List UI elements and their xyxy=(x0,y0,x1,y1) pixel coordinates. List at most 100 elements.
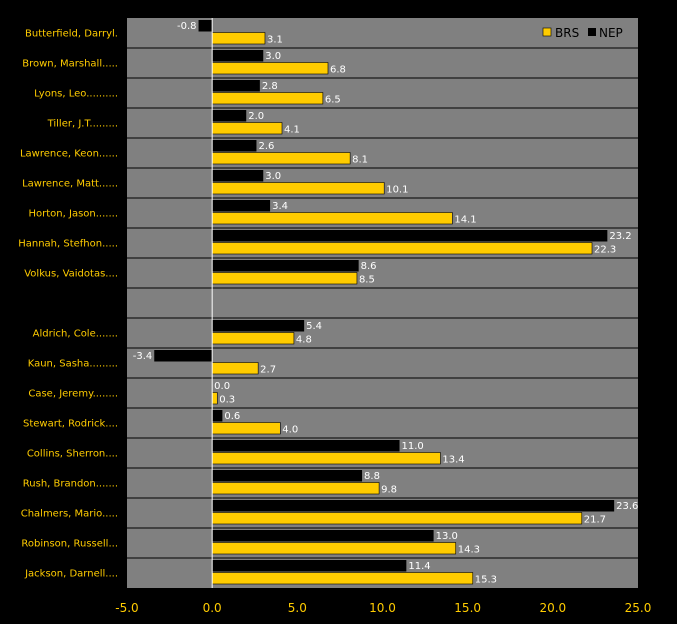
bar-nep xyxy=(212,560,407,572)
value-label-nep: 5.4 xyxy=(306,321,322,332)
x-tick-label: 10.0 xyxy=(369,601,396,615)
bar-nep xyxy=(154,350,213,362)
category-label: Collins, Sherron.... xyxy=(27,449,118,460)
value-label-nep: 3.0 xyxy=(265,171,281,182)
value-label-brs: 10.1 xyxy=(386,185,408,196)
x-tick-label: 5.0 xyxy=(288,601,307,615)
category-label: Lyons, Leo.......... xyxy=(34,89,118,100)
bar-brs xyxy=(211,542,457,555)
category-label: Tiller, J.T......... xyxy=(47,119,118,130)
bar-nep xyxy=(198,20,213,32)
value-label-brs: 9.8 xyxy=(381,485,397,496)
bar-brs xyxy=(211,122,283,135)
bar-brs xyxy=(211,212,453,225)
value-label-nep: 13.0 xyxy=(436,531,458,542)
category-label: Rush, Brandon....... xyxy=(23,479,118,490)
bar-nep xyxy=(212,500,615,512)
value-label-nep: 11.4 xyxy=(408,561,430,572)
bar-brs xyxy=(211,482,380,495)
category-label: Stewart, Rodrick.... xyxy=(23,419,118,430)
value-label-brs: 14.3 xyxy=(458,545,480,556)
x-tick-label: 15.0 xyxy=(454,601,481,615)
value-label-brs: 8.1 xyxy=(352,155,368,166)
category-label: Aldrich, Cole....... xyxy=(33,329,118,340)
category-label: Brown, Marshall..... xyxy=(22,59,118,70)
category-label: Case, Jeremy........ xyxy=(28,389,118,400)
bar-nep xyxy=(212,440,400,452)
bar-brs xyxy=(211,332,295,345)
x-tick-label: 25.0 xyxy=(625,601,652,615)
category-label: Chalmers, Mario..... xyxy=(21,509,118,520)
bar-brs xyxy=(211,32,266,45)
value-label-brs: 2.7 xyxy=(260,365,276,376)
bar-nep xyxy=(212,200,271,212)
bar-brs xyxy=(211,182,385,195)
value-label-nep: 23.2 xyxy=(609,231,631,242)
bar-nep xyxy=(212,470,363,482)
value-label-nep: 8.6 xyxy=(361,261,377,272)
value-label-brs: 21.7 xyxy=(584,515,606,526)
category-label: Lawrence, Matt...... xyxy=(22,179,118,190)
category-label: Lawrence, Keon...... xyxy=(20,149,118,160)
bars xyxy=(154,20,615,585)
value-label-brs: 4.8 xyxy=(296,335,312,346)
legend-swatch-brs xyxy=(542,27,552,37)
bar-nep xyxy=(212,140,257,152)
value-label-nep: 0.0 xyxy=(214,381,230,392)
legend: BRS NEP xyxy=(542,26,623,40)
x-tick-label: 20.0 xyxy=(539,601,566,615)
category-label: Horton, Jason....... xyxy=(29,209,118,220)
value-label-nep: 3.4 xyxy=(272,201,288,212)
value-label-nep: 2.0 xyxy=(248,111,264,122)
bar-nep xyxy=(212,320,305,332)
bar-brs xyxy=(211,422,281,435)
value-label-nep: 11.0 xyxy=(402,441,424,452)
category-label: Kaun, Sasha......... xyxy=(28,359,118,370)
legend-label-nep: NEP xyxy=(599,26,623,40)
value-label-nep: 0.6 xyxy=(224,411,240,422)
bar-brs xyxy=(211,362,259,375)
bar-nep xyxy=(212,260,359,272)
value-label-brs: 14.1 xyxy=(454,215,476,226)
value-label-nep: 2.8 xyxy=(262,81,278,92)
bar-nep xyxy=(212,530,434,542)
bar-brs xyxy=(211,512,583,525)
bar-nep xyxy=(212,110,247,122)
bar-brs xyxy=(211,392,218,405)
bar-brs xyxy=(211,452,441,465)
x-tick-label: -5.0 xyxy=(115,601,138,615)
bar-nep xyxy=(212,230,608,242)
value-label-nep: -3.4 xyxy=(133,351,153,362)
category-label: Butterfield, Darryl. xyxy=(25,29,118,40)
legend-label-brs: BRS xyxy=(555,26,579,40)
bar-brs xyxy=(211,62,329,75)
value-label-brs: 3.1 xyxy=(267,35,283,46)
category-label: Volkus, Vaidotas.... xyxy=(24,269,118,280)
bar-nep xyxy=(212,170,264,182)
value-label-nep: 8.8 xyxy=(364,471,380,482)
value-label-brs: 6.8 xyxy=(330,65,346,76)
category-labels: Butterfield, Darryl. Brown, Marshall.....… xyxy=(18,29,118,580)
bar-nep xyxy=(212,50,264,62)
bar-brs xyxy=(211,572,474,585)
bar-brs xyxy=(211,242,593,255)
legend-swatch-nep xyxy=(588,28,596,36)
bar-brs xyxy=(211,272,358,285)
bar-nep xyxy=(212,80,260,92)
value-label-brs: 4.1 xyxy=(284,125,300,136)
value-label-brs: 8.5 xyxy=(359,275,375,286)
bar-brs xyxy=(211,152,351,165)
value-label-brs: 15.3 xyxy=(475,575,497,586)
value-label-brs: 13.4 xyxy=(442,455,464,466)
value-label-nep: 2.6 xyxy=(258,141,274,152)
x-tick-label: 0.0 xyxy=(203,601,222,615)
value-labels: -0.8 3.1 3.0 6.8 2.8 6.5 2.0 4.1 2.6 8.1 3.0 10.1 3.… xyxy=(133,21,639,586)
category-label: Jackson, Darnell.... xyxy=(24,569,118,580)
value-label-nep: 3.0 xyxy=(265,51,281,62)
category-label: Hannah, Stefhon..... xyxy=(18,239,118,250)
value-label-brs: 4.0 xyxy=(282,425,298,436)
category-label: Robinson, Russell... xyxy=(21,539,118,550)
value-label-brs: 6.5 xyxy=(325,95,341,106)
x-tick-labels: -5.0 0.0 5.0 10.0 15.0 20.0 25.0 xyxy=(115,601,651,615)
